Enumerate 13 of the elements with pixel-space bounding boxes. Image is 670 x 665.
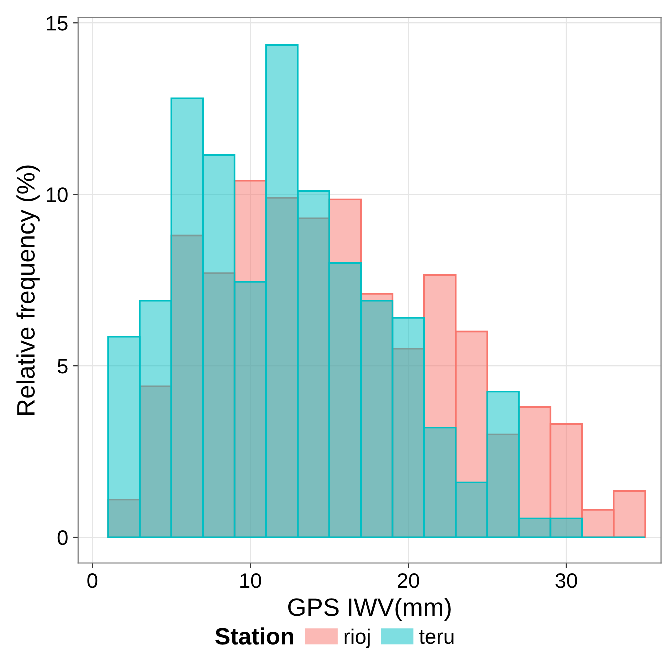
legend-label: teru — [420, 630, 454, 644]
legend-title: Station — [216, 628, 294, 645]
y-tick-label: 15 — [47, 16, 68, 31]
y-tick-label: 10 — [47, 188, 68, 202]
x-axis-title: GPS IWV(mm) — [288, 598, 451, 622]
legend-label: rioj — [344, 628, 370, 648]
x-tick-label: 0 — [88, 574, 98, 588]
y-tick-label: 5 — [58, 359, 68, 374]
x-tick-label: 30 — [556, 574, 578, 588]
x-tick-label: 10 — [240, 574, 262, 588]
y-tick-label: 0 — [58, 530, 68, 546]
x-tick-label: 20 — [398, 574, 420, 588]
y-axis-title: Relative frequency (%) — [16, 166, 40, 415]
